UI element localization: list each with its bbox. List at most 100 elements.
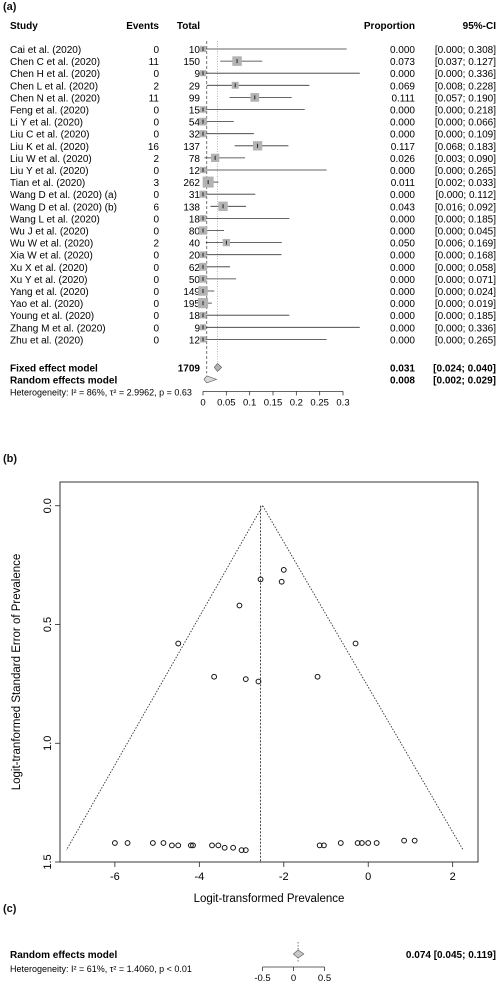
funnel-right-boundary (262, 505, 464, 851)
study-total: 31 (189, 190, 201, 201)
study-ci: [0.000; 0.058] (435, 263, 496, 274)
study-name: Xu Y et al. (2020) (10, 275, 87, 286)
study-events: 11 (149, 57, 160, 68)
study-point (168, 842, 175, 849)
study-events: 2 (153, 154, 159, 165)
study-proportion: 0.000 (390, 299, 415, 310)
study-events: 0 (153, 299, 159, 310)
study-name: Young et al. (2020) (10, 311, 94, 322)
study-events: 0 (153, 166, 159, 177)
study-total: 54 (189, 118, 201, 129)
random-effect-summary: 0.074 [0.045; 0.119] (406, 950, 496, 961)
random-effect-diamond (292, 949, 305, 959)
study-ci: [0.000; 0.071] (435, 275, 496, 286)
study-ci: [0.000; 0.045] (435, 227, 496, 238)
study-row: Wu W et al. (2020) 2 40 0.050 [0.006; 0.169] (10, 239, 496, 250)
study-name: Chen N et al. (2020) (10, 93, 100, 104)
study-point (211, 673, 218, 680)
study-name: Chen H et al. (2020) (10, 69, 100, 80)
study-events: 0 (153, 263, 159, 274)
study-proportion: 0.000 (390, 275, 415, 286)
study-row: Liu Y et al. (2020) 0 12 0.000 [0.000; 0.265… (10, 166, 496, 177)
study-name: Tian et al. (2020) (10, 178, 85, 189)
header-ci: 95%-CI (463, 21, 497, 32)
study-proportion: 0.043 (390, 202, 415, 213)
heterogeneity-text: Heterogeneity: I² = 61%, τ² = 1.4060, p … (10, 964, 192, 974)
study-total: 78 (189, 154, 201, 165)
study-ci: [0.068; 0.183] (435, 142, 496, 153)
x-axis-tick-label: 0.3 (336, 397, 349, 408)
study-proportion: 0.000 (390, 323, 415, 334)
study-events: 0 (153, 311, 159, 322)
random-effect-proportion: 0.008 (390, 375, 415, 386)
random-effect-label: Random effects model (10, 950, 117, 961)
x-axis-tick-label: 0.05 (217, 397, 236, 408)
fixed-effect-label: Fixed effect model (10, 363, 98, 374)
panel-label-a: (a) (3, 1, 17, 13)
study-proportion: 0.117 (391, 142, 416, 153)
study-row: Cai et al. (2020) 0 10 0.000 [0.000; 0.308] (10, 45, 496, 56)
study-total: 10 (189, 45, 201, 56)
fixed-effect-diamond (213, 362, 223, 372)
study-ci: [0.003; 0.090] (435, 154, 496, 165)
study-name: Feng et al. (2020) (10, 106, 89, 117)
study-events: 2 (153, 81, 159, 92)
study-total: 32 (189, 130, 201, 141)
study-name: Wu J et al. (2020) (10, 227, 89, 238)
study-name: Wang L et al. (2020) (10, 214, 100, 225)
study-ci: [0.000; 0.265] (435, 166, 496, 177)
study-proportion: 0.000 (390, 287, 415, 298)
study-ci: [0.000; 0.185] (435, 311, 496, 322)
study-total: 80 (189, 227, 201, 238)
x-axis-tick-label: -2 (279, 871, 289, 883)
header-events: Events (126, 21, 159, 32)
x-axis-tick-label: -0.5 (254, 973, 270, 984)
forest-plot: Study Events Total Proportion 95%-CI Cai et a… (10, 21, 497, 408)
study-point (352, 640, 359, 647)
random-effects-summary: Random effects model Heterogeneity: I² = … (10, 942, 496, 984)
study-events: 0 (153, 190, 159, 201)
study-total: 40 (189, 239, 201, 250)
study-ci: [0.000; 0.265] (435, 335, 496, 346)
study-point (238, 847, 245, 854)
study-ci: [0.000; 0.336] (435, 323, 496, 334)
study-point (209, 842, 215, 849)
study-ci: [0.000; 0.024] (435, 287, 496, 298)
study-proportion: 0.000 (390, 227, 415, 238)
study-point (190, 842, 196, 849)
study-events: 0 (153, 251, 159, 262)
study-events: 2 (153, 239, 159, 250)
study-proportion: 0.000 (390, 251, 415, 262)
study-point (365, 840, 372, 846)
random-effect-diamond (203, 375, 218, 384)
fixed-effect-proportion: 0.031 (390, 363, 415, 374)
y-axis-label: Logit-tranformed Standard Error of Preva… (11, 554, 23, 791)
study-row: Liu K et al. (2020) 16 137 0.117 [0.068; 0.1… (10, 141, 496, 153)
study-events: 0 (153, 130, 159, 141)
study-row: Wang D et al. (2020) (a) 0 31 0.000 [0.000; … (10, 190, 496, 201)
study-row: Chen N et al. (2020) 11 99 0.111 [0.057; 0.1… (10, 93, 496, 104)
study-row: Wang D et al. (2020) (b) 6 138 0.043 [0.016;… (10, 201, 496, 213)
study-total: 137 (183, 142, 200, 153)
fixed-effect-total: 1709 (178, 363, 201, 374)
study-proportion: 0.050 (390, 239, 415, 250)
study-row: Zhu et al. (2020) 0 12 0.000 [0.000; 0.265] (10, 335, 496, 346)
study-events: 0 (153, 45, 159, 56)
study-name: Zhu et al. (2020) (10, 335, 83, 346)
study-point (411, 837, 418, 844)
study-ci: [0.000; 0.109] (435, 130, 496, 141)
study-name: Liu K et al. (2020) (10, 142, 89, 153)
plot-frame (59, 481, 479, 863)
study-point (111, 840, 118, 846)
study-proportion: 0.111 (391, 93, 415, 104)
study-row: Chen C et al. (2020) 11 150 0.073 [0.037; 0.… (10, 56, 496, 68)
study-point (373, 840, 380, 846)
study-point (242, 676, 249, 683)
study-total: 9 (194, 323, 200, 334)
study-proportion: 0.000 (390, 118, 415, 129)
study-events: 0 (153, 69, 159, 80)
study-row: Tian et al. (2020) 3 262 0.011 [0.002; 0.033… (10, 176, 496, 189)
study-ci: [0.037; 0.127] (435, 57, 496, 68)
study-name: Wang D et al. (2020) (a) (10, 190, 117, 201)
study-row: Wang L et al. (2020) 0 18 0.000 [0.000; 0.18… (10, 214, 496, 225)
